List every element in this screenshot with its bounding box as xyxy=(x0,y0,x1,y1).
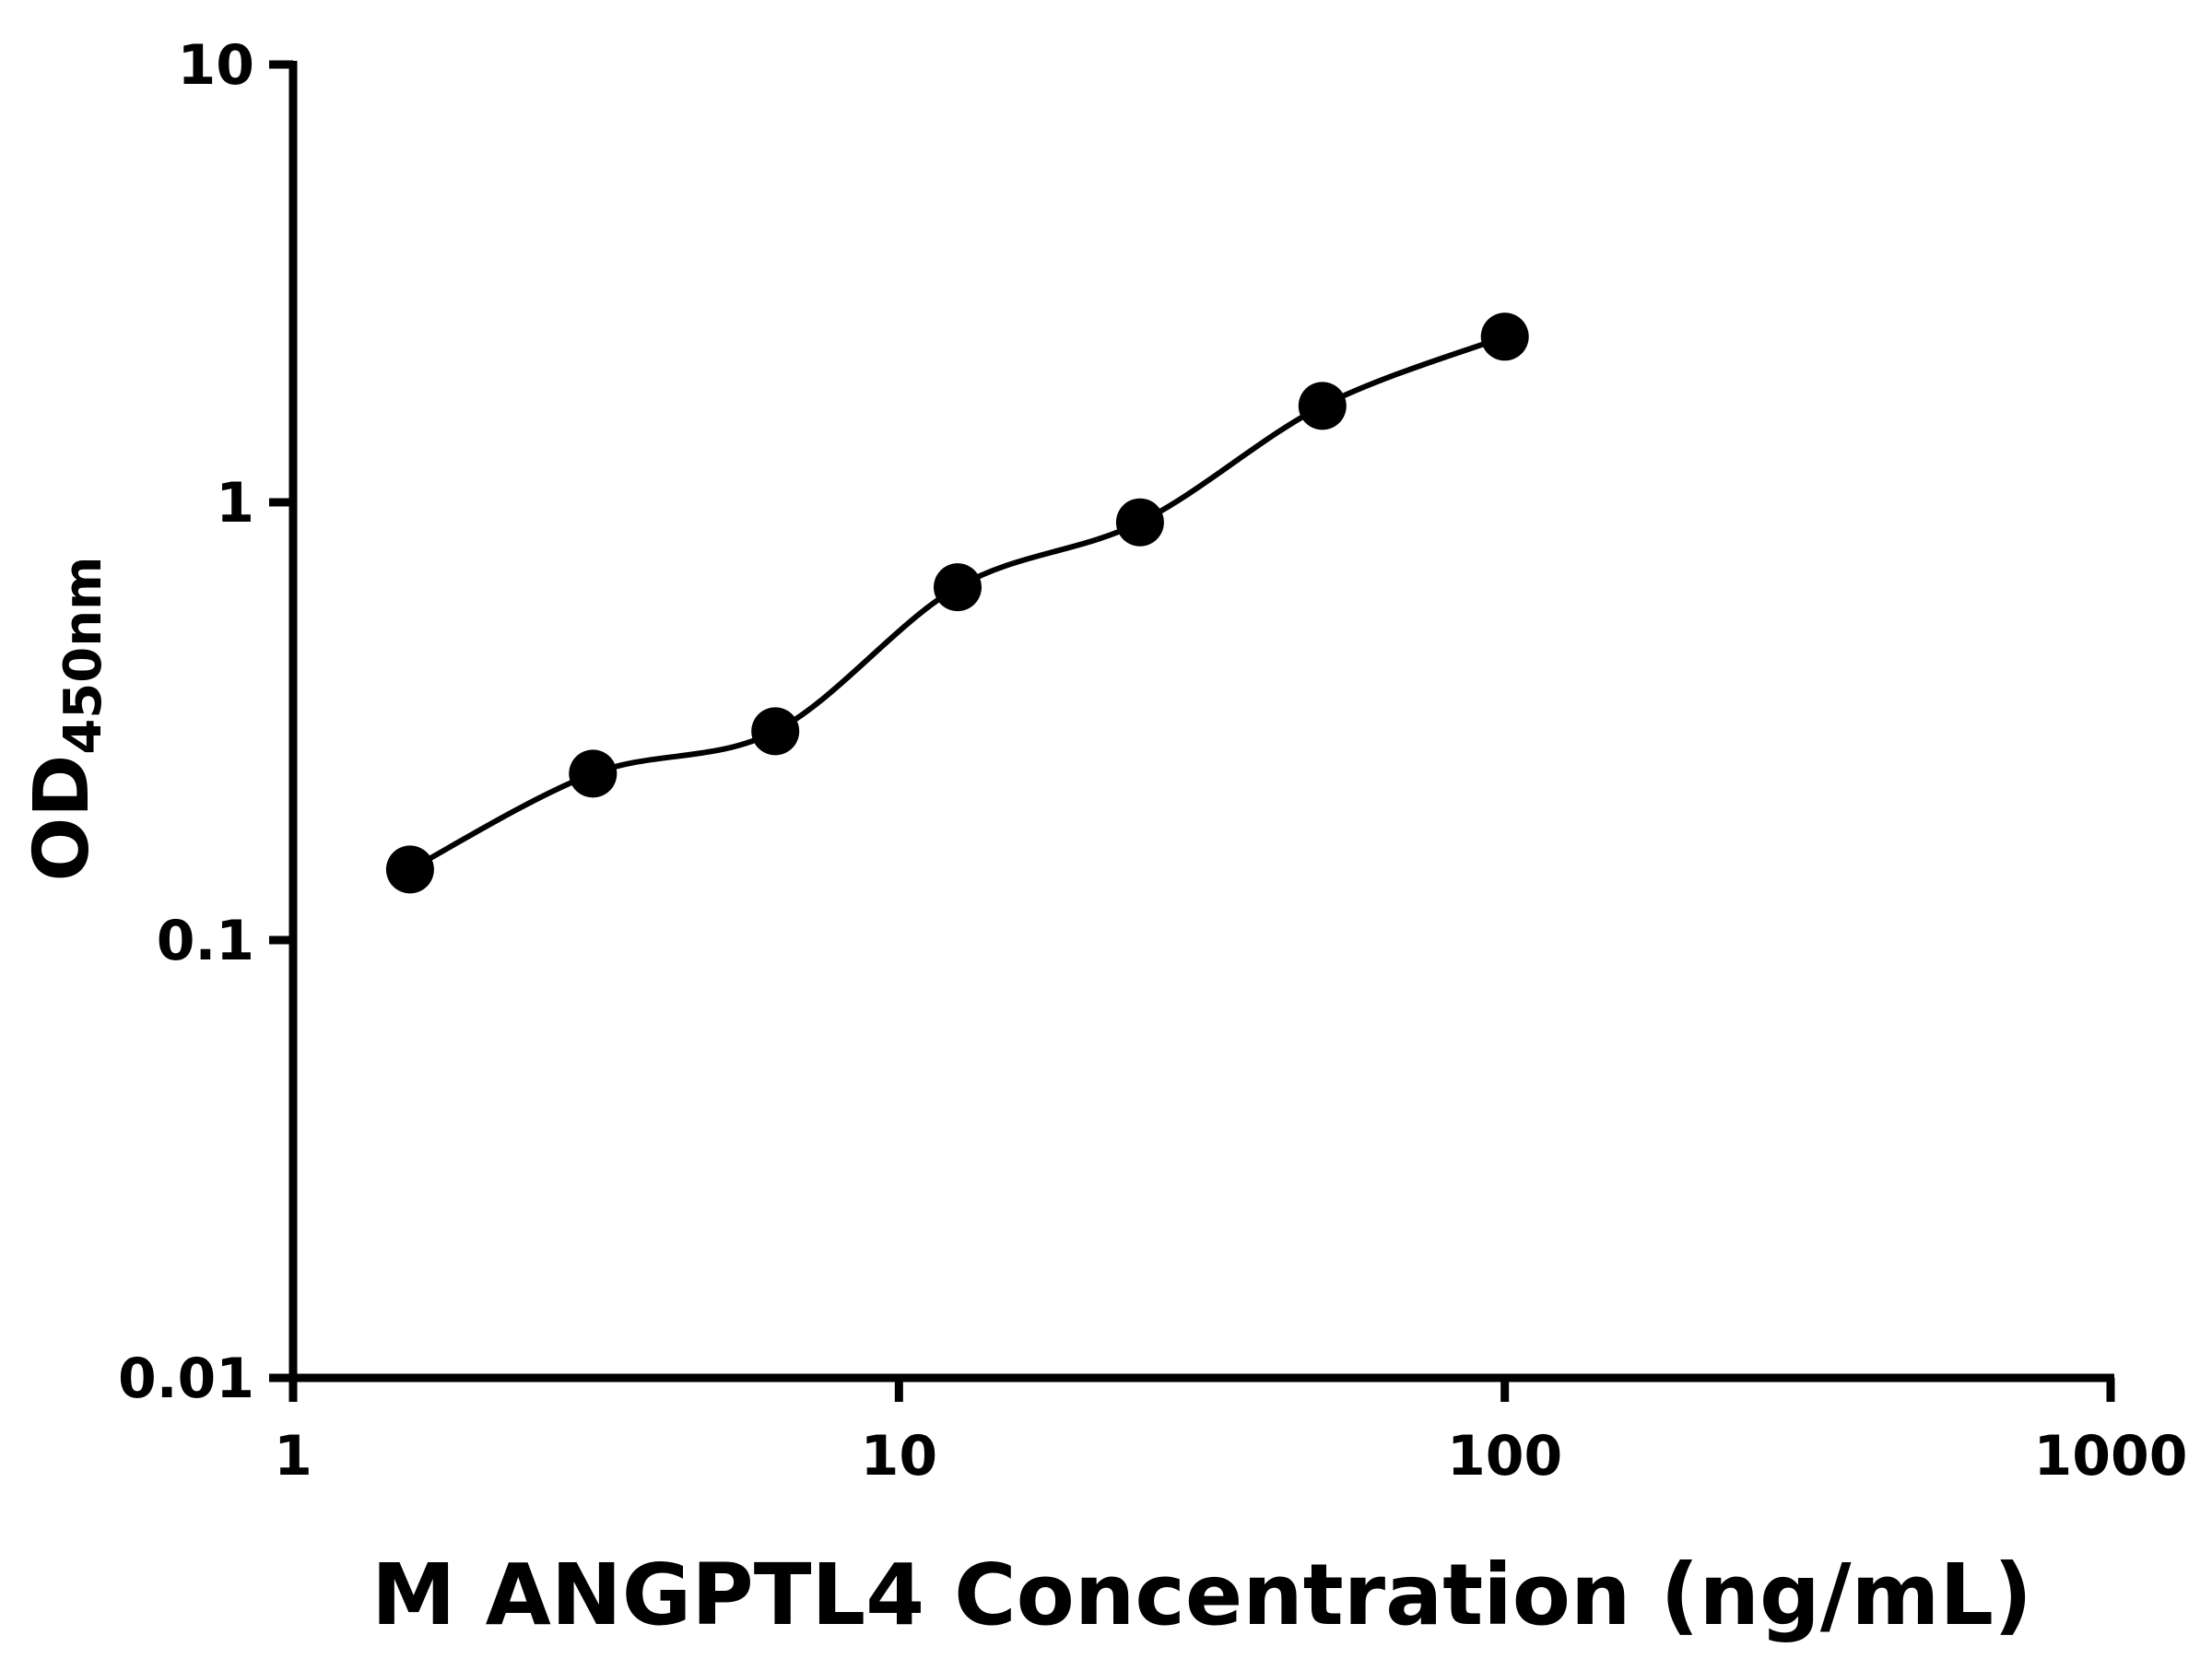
y-axis-title-subscript: 450nm xyxy=(53,557,113,755)
x-axis-title: M ANGPTL4 Concentration (ng/mL) xyxy=(371,1546,2032,1644)
x-tick-label: 10 xyxy=(861,1424,938,1488)
data-point xyxy=(1480,312,1529,361)
y-tick-label: 10 xyxy=(178,33,255,98)
data-point xyxy=(1298,382,1347,430)
data-point xyxy=(751,707,800,756)
data-point xyxy=(385,845,434,894)
y-tick-label: 0.1 xyxy=(157,909,254,973)
data-point xyxy=(934,563,982,612)
y-axis-title: OD450nm xyxy=(18,557,113,882)
x-tick-label: 1 xyxy=(274,1424,312,1488)
data-point xyxy=(569,749,618,798)
data-point xyxy=(1115,498,1164,547)
y-axis-title-main: OD xyxy=(18,755,106,882)
y-tick-label: 0.01 xyxy=(118,1347,254,1411)
x-tick-label: 100 xyxy=(1447,1424,1562,1488)
x-tick-label: 1000 xyxy=(2034,1424,2188,1488)
y-tick-label: 1 xyxy=(216,471,254,535)
